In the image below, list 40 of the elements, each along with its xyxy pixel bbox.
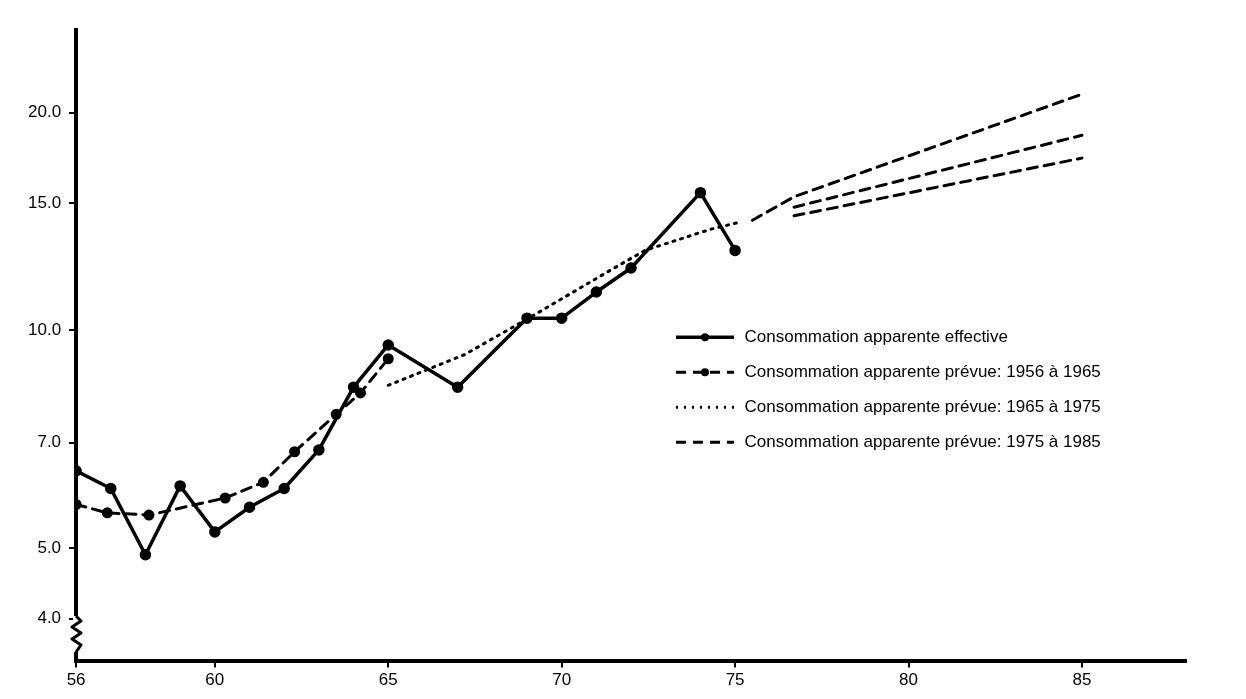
point — [101, 507, 113, 519]
y-tick-label: 10.0 — [27, 320, 62, 340]
y-tick-label: 15.0 — [27, 192, 62, 212]
y-tick-label: 20.0 — [27, 102, 62, 122]
point — [521, 312, 533, 324]
point — [313, 444, 325, 456]
x-tick-label: 75 — [725, 670, 745, 690]
point — [382, 353, 394, 365]
x-tick-label: 85 — [1072, 670, 1092, 690]
point — [347, 381, 360, 393]
legend-label: Consommation apparente effective — [744, 327, 1008, 347]
x-tick-label: 60 — [205, 670, 225, 690]
point — [174, 480, 186, 492]
point — [105, 482, 117, 495]
y-tick-label: 5.0 — [37, 538, 62, 558]
x-tick-label: 80 — [899, 670, 918, 690]
x-tick-label: 70 — [552, 670, 572, 690]
legend-label: Consommation apparente prévue: 1956 à 1965 — [744, 362, 1101, 382]
point — [555, 312, 568, 324]
point — [289, 446, 301, 458]
point — [355, 387, 366, 399]
point — [278, 482, 290, 495]
point — [694, 186, 707, 199]
y-tick-label: 7.0 — [37, 432, 62, 452]
point — [590, 286, 603, 298]
legend-label: Consommation apparente prévue: 1965 à 1975 — [744, 397, 1101, 417]
point — [143, 509, 155, 521]
point — [382, 339, 394, 351]
point — [451, 381, 464, 393]
point — [209, 526, 221, 538]
point — [243, 501, 256, 513]
legend-label: Consommation apparente prévue: 1975 à 1985 — [744, 432, 1101, 452]
point — [219, 492, 231, 504]
point — [139, 549, 152, 561]
y-tick-label: 4.0 — [37, 608, 62, 628]
x-tick-label: 56 — [66, 670, 86, 690]
point — [257, 476, 269, 488]
x-tick-label: 65 — [378, 670, 398, 690]
point — [625, 262, 637, 274]
point — [729, 244, 741, 257]
